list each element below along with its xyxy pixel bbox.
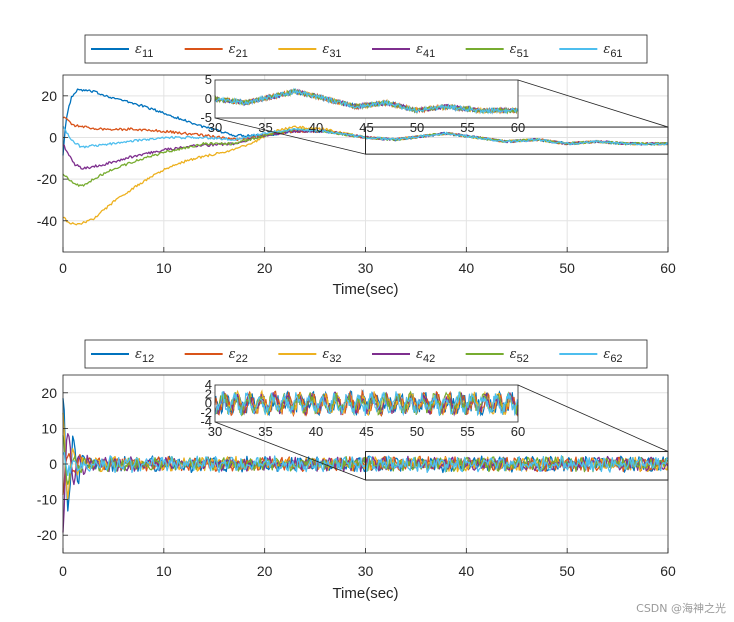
inset-y-tick-label: -4 — [200, 414, 212, 429]
inset-x-tick-label: 55 — [460, 424, 474, 439]
legend-label: ε62 — [603, 347, 622, 365]
legend-label: ε32 — [322, 347, 341, 365]
inset-x-tick-label: 40 — [309, 424, 323, 439]
x-tick-label: 60 — [660, 563, 676, 579]
legend-label: ε61 — [603, 42, 622, 60]
x-tick-label: 10 — [156, 260, 172, 276]
inset-x-tick-label: 45 — [359, 120, 373, 135]
inset-series-ε62 — [214, 391, 519, 417]
x-tick-label: 30 — [358, 260, 374, 276]
inset-series-ε42 — [214, 391, 519, 417]
legend-label: ε31 — [322, 42, 341, 60]
x-tick-label: 40 — [459, 260, 475, 276]
x-tick-label: 50 — [559, 260, 575, 276]
legend-label: ε11 — [135, 42, 153, 60]
inset-x-tick-label: 50 — [410, 424, 424, 439]
inset-series-ε61 — [214, 87, 519, 115]
x-tick-label: 0 — [59, 260, 67, 276]
inset-x-tick-label: 60 — [511, 120, 525, 135]
legend-box — [84, 339, 648, 369]
x-tick-label: 60 — [660, 260, 676, 276]
x-axis-label: Time(sec) — [332, 585, 398, 602]
inset-y-tick-label: 5 — [205, 72, 212, 87]
x-tick-label: 20 — [257, 260, 273, 276]
legend-box — [84, 34, 648, 64]
x-tick-label: 0 — [59, 563, 67, 579]
y-tick-label: -40 — [37, 213, 57, 229]
zoom-region-box — [365, 126, 669, 155]
y-tick-label: 20 — [41, 385, 57, 401]
inset-x-tick-label: 35 — [258, 424, 272, 439]
y-tick-label: 0 — [49, 456, 57, 472]
inset-connector — [214, 117, 366, 155]
watermark: CSDN @海神之光 — [636, 602, 726, 615]
y-tick-label: -20 — [37, 171, 57, 187]
legend-label: ε52 — [510, 347, 529, 365]
y-tick-label: 0 — [49, 129, 57, 145]
x-tick-label: 40 — [459, 563, 475, 579]
inset-y-tick-label: 2 — [205, 386, 212, 401]
zoom-region-box — [365, 451, 669, 481]
inset-x-tick-label: 35 — [258, 120, 272, 135]
inset-frame — [214, 79, 519, 119]
y-tick-label: -10 — [37, 492, 57, 508]
inset-x-tick-label: 55 — [460, 120, 474, 135]
inset-x-tick-label: 45 — [359, 424, 373, 439]
inset-x-tick-label: 50 — [410, 120, 424, 135]
x-axis-label: Time(sec) — [332, 281, 398, 298]
inset-y-tick-label: 4 — [205, 377, 212, 392]
inset-connector — [517, 384, 669, 452]
y-tick-label: -20 — [37, 527, 57, 543]
inset-x-tick-label: 40 — [309, 120, 323, 135]
x-tick-label: 20 — [257, 563, 273, 579]
legend-label: ε42 — [416, 347, 435, 365]
inset-y-tick-label: 0 — [205, 396, 212, 411]
x-tick-label: 10 — [156, 563, 172, 579]
inset-connector — [517, 79, 669, 128]
legend-label: ε21 — [229, 42, 248, 60]
inset-frame — [214, 384, 519, 423]
inset-x-tick-label: 30 — [208, 120, 222, 135]
legend-label: ε41 — [416, 42, 435, 60]
inset-x-tick-label: 60 — [511, 424, 525, 439]
y-tick-label: 10 — [41, 420, 57, 436]
inset-y-tick-label: -2 — [200, 405, 212, 420]
x-tick-label: 50 — [559, 563, 575, 579]
x-tick-label: 30 — [358, 563, 374, 579]
legend-label: ε12 — [135, 347, 154, 365]
inset-connector — [214, 421, 366, 481]
legend-label: ε22 — [229, 347, 248, 365]
inset-x-tick-label: 30 — [208, 424, 222, 439]
inset-y-tick-label: 0 — [205, 91, 212, 106]
y-tick-label: 20 — [41, 88, 57, 104]
legend-label: ε51 — [510, 42, 529, 60]
inset-y-tick-label: -5 — [200, 110, 212, 125]
